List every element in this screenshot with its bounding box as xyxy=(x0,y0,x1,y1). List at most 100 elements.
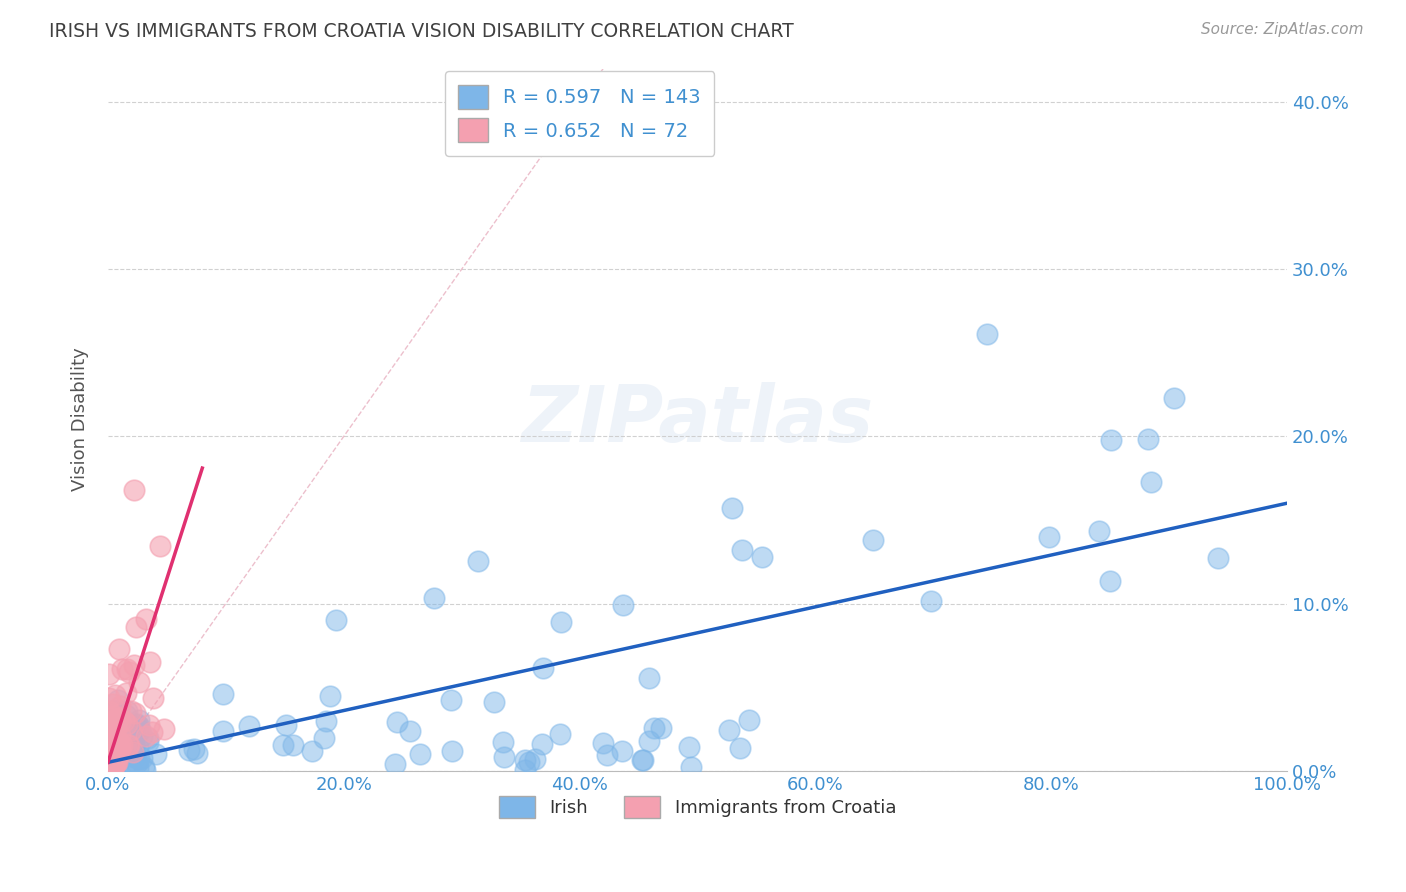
Point xyxy=(1137,432,1160,446)
Point xyxy=(127,740,149,755)
Point xyxy=(111,742,134,756)
Point xyxy=(118,744,141,758)
Point xyxy=(118,731,141,745)
Point xyxy=(105,741,128,756)
Legend: Irish, Immigrants from Croatia: Irish, Immigrants from Croatia xyxy=(492,789,904,825)
Point xyxy=(751,549,773,564)
Point xyxy=(104,710,127,724)
Point xyxy=(101,760,124,774)
Point xyxy=(103,744,125,758)
Point xyxy=(131,729,153,743)
Point xyxy=(681,760,703,774)
Point xyxy=(128,719,150,733)
Point xyxy=(524,751,547,765)
Point xyxy=(112,714,135,728)
Point xyxy=(105,754,128,768)
Point xyxy=(107,746,129,760)
Point xyxy=(318,690,340,704)
Point xyxy=(122,747,145,762)
Point xyxy=(274,718,297,732)
Point xyxy=(440,692,463,706)
Point xyxy=(100,731,122,745)
Point xyxy=(920,594,942,608)
Point xyxy=(118,739,141,753)
Point xyxy=(104,731,127,745)
Point xyxy=(596,747,619,762)
Point xyxy=(101,740,124,755)
Point xyxy=(103,752,125,766)
Point xyxy=(422,591,444,606)
Point xyxy=(98,748,121,763)
Point xyxy=(100,731,122,746)
Point xyxy=(186,746,208,760)
Point xyxy=(97,731,120,745)
Text: IRISH VS IMMIGRANTS FROM CROATIA VISION DISABILITY CORRELATION CHART: IRISH VS IMMIGRANTS FROM CROATIA VISION … xyxy=(49,22,794,41)
Point xyxy=(98,749,121,764)
Point xyxy=(315,714,337,729)
Point xyxy=(115,732,138,747)
Point xyxy=(730,542,752,557)
Point xyxy=(1099,433,1122,447)
Point xyxy=(124,716,146,731)
Point xyxy=(238,719,260,733)
Point xyxy=(115,662,138,676)
Point xyxy=(122,745,145,759)
Point xyxy=(111,738,134,752)
Text: ZIPatlas: ZIPatlas xyxy=(522,382,873,458)
Point xyxy=(101,698,124,712)
Point xyxy=(100,704,122,718)
Point xyxy=(120,723,142,737)
Point xyxy=(108,728,131,742)
Point xyxy=(104,757,127,772)
Point xyxy=(592,736,614,750)
Point xyxy=(101,740,124,755)
Point xyxy=(98,742,121,756)
Point xyxy=(115,755,138,769)
Point xyxy=(135,729,157,743)
Point xyxy=(111,747,134,761)
Point xyxy=(550,615,572,630)
Point xyxy=(124,748,146,763)
Point xyxy=(105,721,128,735)
Point xyxy=(127,756,149,770)
Point xyxy=(108,714,131,729)
Point xyxy=(612,598,634,612)
Point xyxy=(107,727,129,741)
Point xyxy=(548,727,571,741)
Point xyxy=(530,737,553,751)
Point xyxy=(122,483,145,497)
Point xyxy=(105,756,128,770)
Point xyxy=(105,713,128,727)
Point xyxy=(97,745,120,759)
Point xyxy=(110,741,132,756)
Point xyxy=(103,753,125,767)
Point xyxy=(98,704,121,718)
Point xyxy=(101,753,124,767)
Point xyxy=(97,752,120,766)
Point xyxy=(135,612,157,626)
Point xyxy=(98,747,121,761)
Point xyxy=(142,690,165,705)
Point xyxy=(115,707,138,722)
Point xyxy=(98,760,121,774)
Point xyxy=(112,748,135,763)
Point xyxy=(127,761,149,775)
Point xyxy=(467,554,489,568)
Point xyxy=(110,723,132,738)
Point xyxy=(107,711,129,725)
Point xyxy=(678,739,700,754)
Point xyxy=(104,715,127,730)
Point xyxy=(97,667,120,681)
Point xyxy=(132,760,155,774)
Point xyxy=(101,761,124,775)
Point xyxy=(441,744,464,758)
Point xyxy=(110,699,132,714)
Point xyxy=(1088,524,1111,539)
Point xyxy=(101,746,124,760)
Point xyxy=(103,757,125,772)
Point xyxy=(107,726,129,740)
Point xyxy=(125,619,148,633)
Point xyxy=(105,762,128,776)
Point xyxy=(110,728,132,742)
Point xyxy=(138,735,160,749)
